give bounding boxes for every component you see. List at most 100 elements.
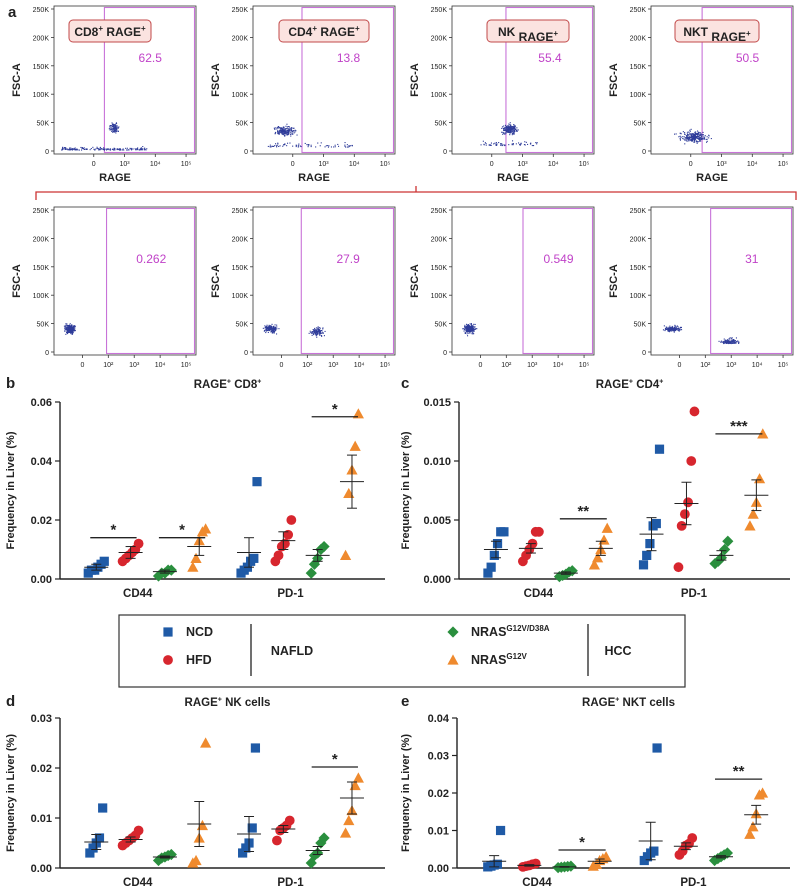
flow-event bbox=[264, 329, 266, 331]
flow-event bbox=[680, 326, 682, 328]
flow-ylabel: FSC-A bbox=[409, 63, 421, 97]
data-point bbox=[687, 833, 698, 843]
flow-event bbox=[702, 138, 704, 140]
data-point bbox=[649, 846, 659, 856]
data-point bbox=[305, 567, 317, 579]
flow-event bbox=[695, 133, 697, 135]
flow-event bbox=[508, 126, 510, 128]
flow-event bbox=[266, 326, 268, 328]
flow-event bbox=[68, 327, 70, 329]
flow-ytick-label: 0 bbox=[244, 350, 248, 357]
flow-event bbox=[291, 127, 293, 129]
flow-event bbox=[102, 148, 104, 150]
flow-event bbox=[90, 148, 92, 150]
flow-event bbox=[692, 134, 694, 136]
flow-event bbox=[513, 124, 515, 126]
flow-ytick-label: 50K bbox=[37, 121, 50, 128]
flow-event bbox=[506, 131, 508, 133]
flow-event bbox=[518, 142, 520, 144]
flow-event bbox=[504, 133, 506, 135]
flow-event bbox=[476, 328, 478, 330]
flow-event bbox=[514, 125, 516, 127]
flow-event bbox=[708, 134, 710, 136]
flow-event bbox=[108, 149, 110, 151]
flow-event bbox=[322, 327, 324, 329]
flow-event bbox=[685, 140, 687, 142]
flow-event bbox=[317, 327, 319, 329]
flow-event bbox=[72, 326, 74, 328]
flow-event bbox=[99, 149, 101, 151]
flow-event bbox=[727, 342, 729, 344]
flow-event bbox=[318, 331, 320, 333]
flow-event bbox=[280, 128, 282, 130]
flow-event bbox=[699, 138, 701, 140]
flow-event bbox=[283, 129, 285, 131]
flow-event bbox=[274, 145, 276, 147]
flow-dots bbox=[63, 323, 76, 335]
flow-event bbox=[76, 148, 78, 150]
flow-event bbox=[112, 128, 114, 130]
flow-event bbox=[282, 145, 284, 147]
flow-event bbox=[69, 330, 71, 332]
flow-ytick-label: 200K bbox=[33, 236, 50, 243]
flow-ytick-label: 200K bbox=[630, 236, 647, 243]
flow-event bbox=[277, 132, 279, 134]
flow-ytick-label: 100K bbox=[232, 92, 249, 99]
flow-event bbox=[268, 325, 270, 327]
flow-plot-top-2: 250K 200K 150K 100K 50K 0 FSC-A 0 10³ 10⁴ 10⁵ RAGE 1… bbox=[210, 5, 396, 184]
flow-event bbox=[704, 135, 706, 137]
x-category-label: PD-1 bbox=[681, 588, 708, 600]
flow-event bbox=[671, 329, 673, 331]
y-tick-label: 0.03 bbox=[428, 751, 449, 763]
flow-event bbox=[509, 129, 511, 131]
flow-event bbox=[283, 135, 285, 137]
flow-event bbox=[695, 131, 697, 133]
flow-event bbox=[278, 126, 280, 128]
legend-marker bbox=[163, 655, 173, 665]
flow-ytick-label: 150K bbox=[33, 64, 50, 71]
flow-event bbox=[265, 328, 267, 330]
legend-marker bbox=[447, 654, 459, 665]
flow-event bbox=[471, 328, 473, 330]
flow-event bbox=[687, 135, 689, 137]
flow-event bbox=[728, 342, 730, 344]
legend-label-part: NCD bbox=[186, 625, 213, 639]
flow-event bbox=[286, 126, 288, 128]
flow-ytick-label: 150K bbox=[232, 265, 249, 272]
flow-event bbox=[495, 144, 497, 146]
flow-event bbox=[520, 142, 522, 144]
flow-event bbox=[97, 147, 99, 149]
data-point bbox=[339, 549, 352, 560]
flow-event bbox=[683, 138, 685, 140]
flow-event bbox=[470, 323, 472, 325]
flow-event bbox=[74, 149, 76, 151]
chart-title-part: RAGE bbox=[185, 697, 219, 709]
flow-event bbox=[273, 145, 275, 147]
flow-event bbox=[729, 338, 731, 340]
flow-xtick-label: 0 bbox=[689, 161, 693, 168]
flow-ytick-label: 100K bbox=[431, 92, 448, 99]
flow-event bbox=[733, 339, 735, 341]
flow-event bbox=[504, 129, 506, 131]
data-point bbox=[339, 827, 352, 838]
series-ncd bbox=[83, 477, 262, 578]
chart-title-part: RAGE bbox=[582, 697, 616, 709]
flow-event bbox=[284, 132, 286, 134]
flow-event bbox=[679, 328, 681, 330]
flow-event bbox=[99, 147, 101, 149]
data-point bbox=[673, 562, 684, 573]
flow-event bbox=[287, 132, 289, 134]
flow-event bbox=[67, 326, 69, 328]
flow-event bbox=[319, 331, 321, 333]
flow-event bbox=[288, 126, 290, 128]
flow-event bbox=[269, 326, 271, 328]
flow-event bbox=[508, 131, 510, 133]
flow-event bbox=[113, 129, 115, 131]
flow-event bbox=[502, 133, 504, 135]
flow-event bbox=[509, 127, 511, 129]
flow-event bbox=[64, 327, 66, 329]
flow-event bbox=[514, 127, 516, 129]
flow-event bbox=[696, 140, 698, 142]
y-tick-label: 0.01 bbox=[428, 826, 449, 838]
flow-frame bbox=[451, 5, 595, 155]
